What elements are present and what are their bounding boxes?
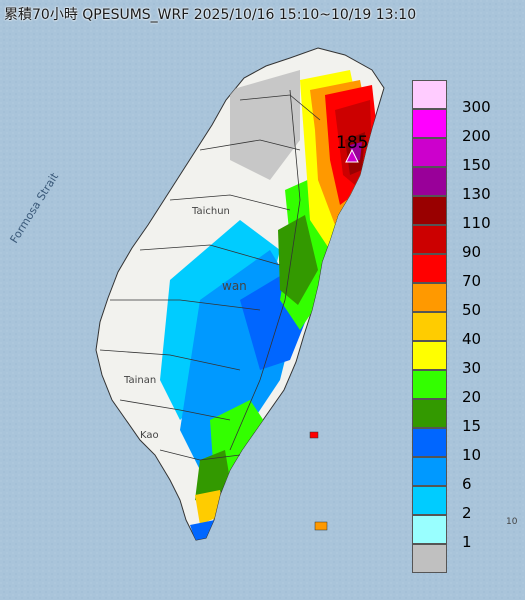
- legend-swatch: [412, 428, 447, 457]
- taiwan-label: wan: [222, 279, 247, 293]
- legend-label: 50: [462, 301, 482, 319]
- legend-swatch: [412, 225, 447, 254]
- legend-label: 6: [462, 475, 472, 493]
- legend-swatch: [412, 283, 447, 312]
- legend-swatch: [412, 457, 447, 486]
- legend-swatch: [412, 544, 447, 573]
- legend-label: 90: [462, 243, 482, 261]
- legend-swatch: [412, 167, 447, 196]
- legend-swatch: [412, 370, 447, 399]
- rain-zone-gray: [230, 70, 300, 180]
- max-value-label: 185: [336, 133, 368, 153]
- green-island: [309, 431, 319, 439]
- rainfall-legend: 300 200 150 130 110 90 70 50 40 30 20 15 10 6 2 1: [412, 80, 517, 573]
- legend-swatch: [412, 399, 447, 428]
- legend-swatch: [412, 515, 447, 544]
- legend-label: 130: [462, 185, 491, 203]
- legend-label: 110: [462, 214, 491, 232]
- taichung-label: Taichun: [191, 206, 230, 217]
- legend-label: 40: [462, 330, 482, 348]
- legend-swatch: [412, 196, 447, 225]
- legend-swatch: [412, 109, 447, 138]
- legend-label: 150: [462, 156, 491, 174]
- legend-label: 200: [462, 127, 491, 145]
- legend-swatch: [412, 254, 447, 283]
- county-boundaries: [99, 89, 321, 461]
- legend-label: 300: [462, 98, 491, 116]
- legend-swatch: [412, 486, 447, 515]
- corner-label: 10: [506, 517, 518, 527]
- rain-zone-darkgreen-south: [195, 450, 230, 505]
- legend-label: 30: [462, 359, 482, 377]
- legend-label: 10: [462, 446, 482, 464]
- map-title: 累積70小時 QPESUMS_WRF 2025/10/16 15:10~10/1…: [4, 7, 417, 23]
- legend-label: 15: [462, 417, 482, 435]
- orchid-island: [314, 521, 328, 531]
- legend-swatch: [412, 312, 447, 341]
- legend-label: 2: [462, 504, 472, 522]
- legend-swatch: [412, 80, 447, 109]
- legend-swatch: [412, 341, 447, 370]
- legend-label: 1: [462, 533, 472, 551]
- max-rainfall-marker: [345, 148, 359, 163]
- kaohsiung-label: Kao: [140, 430, 159, 441]
- tainan-label: Tainan: [123, 375, 156, 386]
- legend-swatch: [412, 138, 447, 167]
- legend-label: 70: [462, 272, 482, 290]
- legend-label: 20: [462, 388, 482, 406]
